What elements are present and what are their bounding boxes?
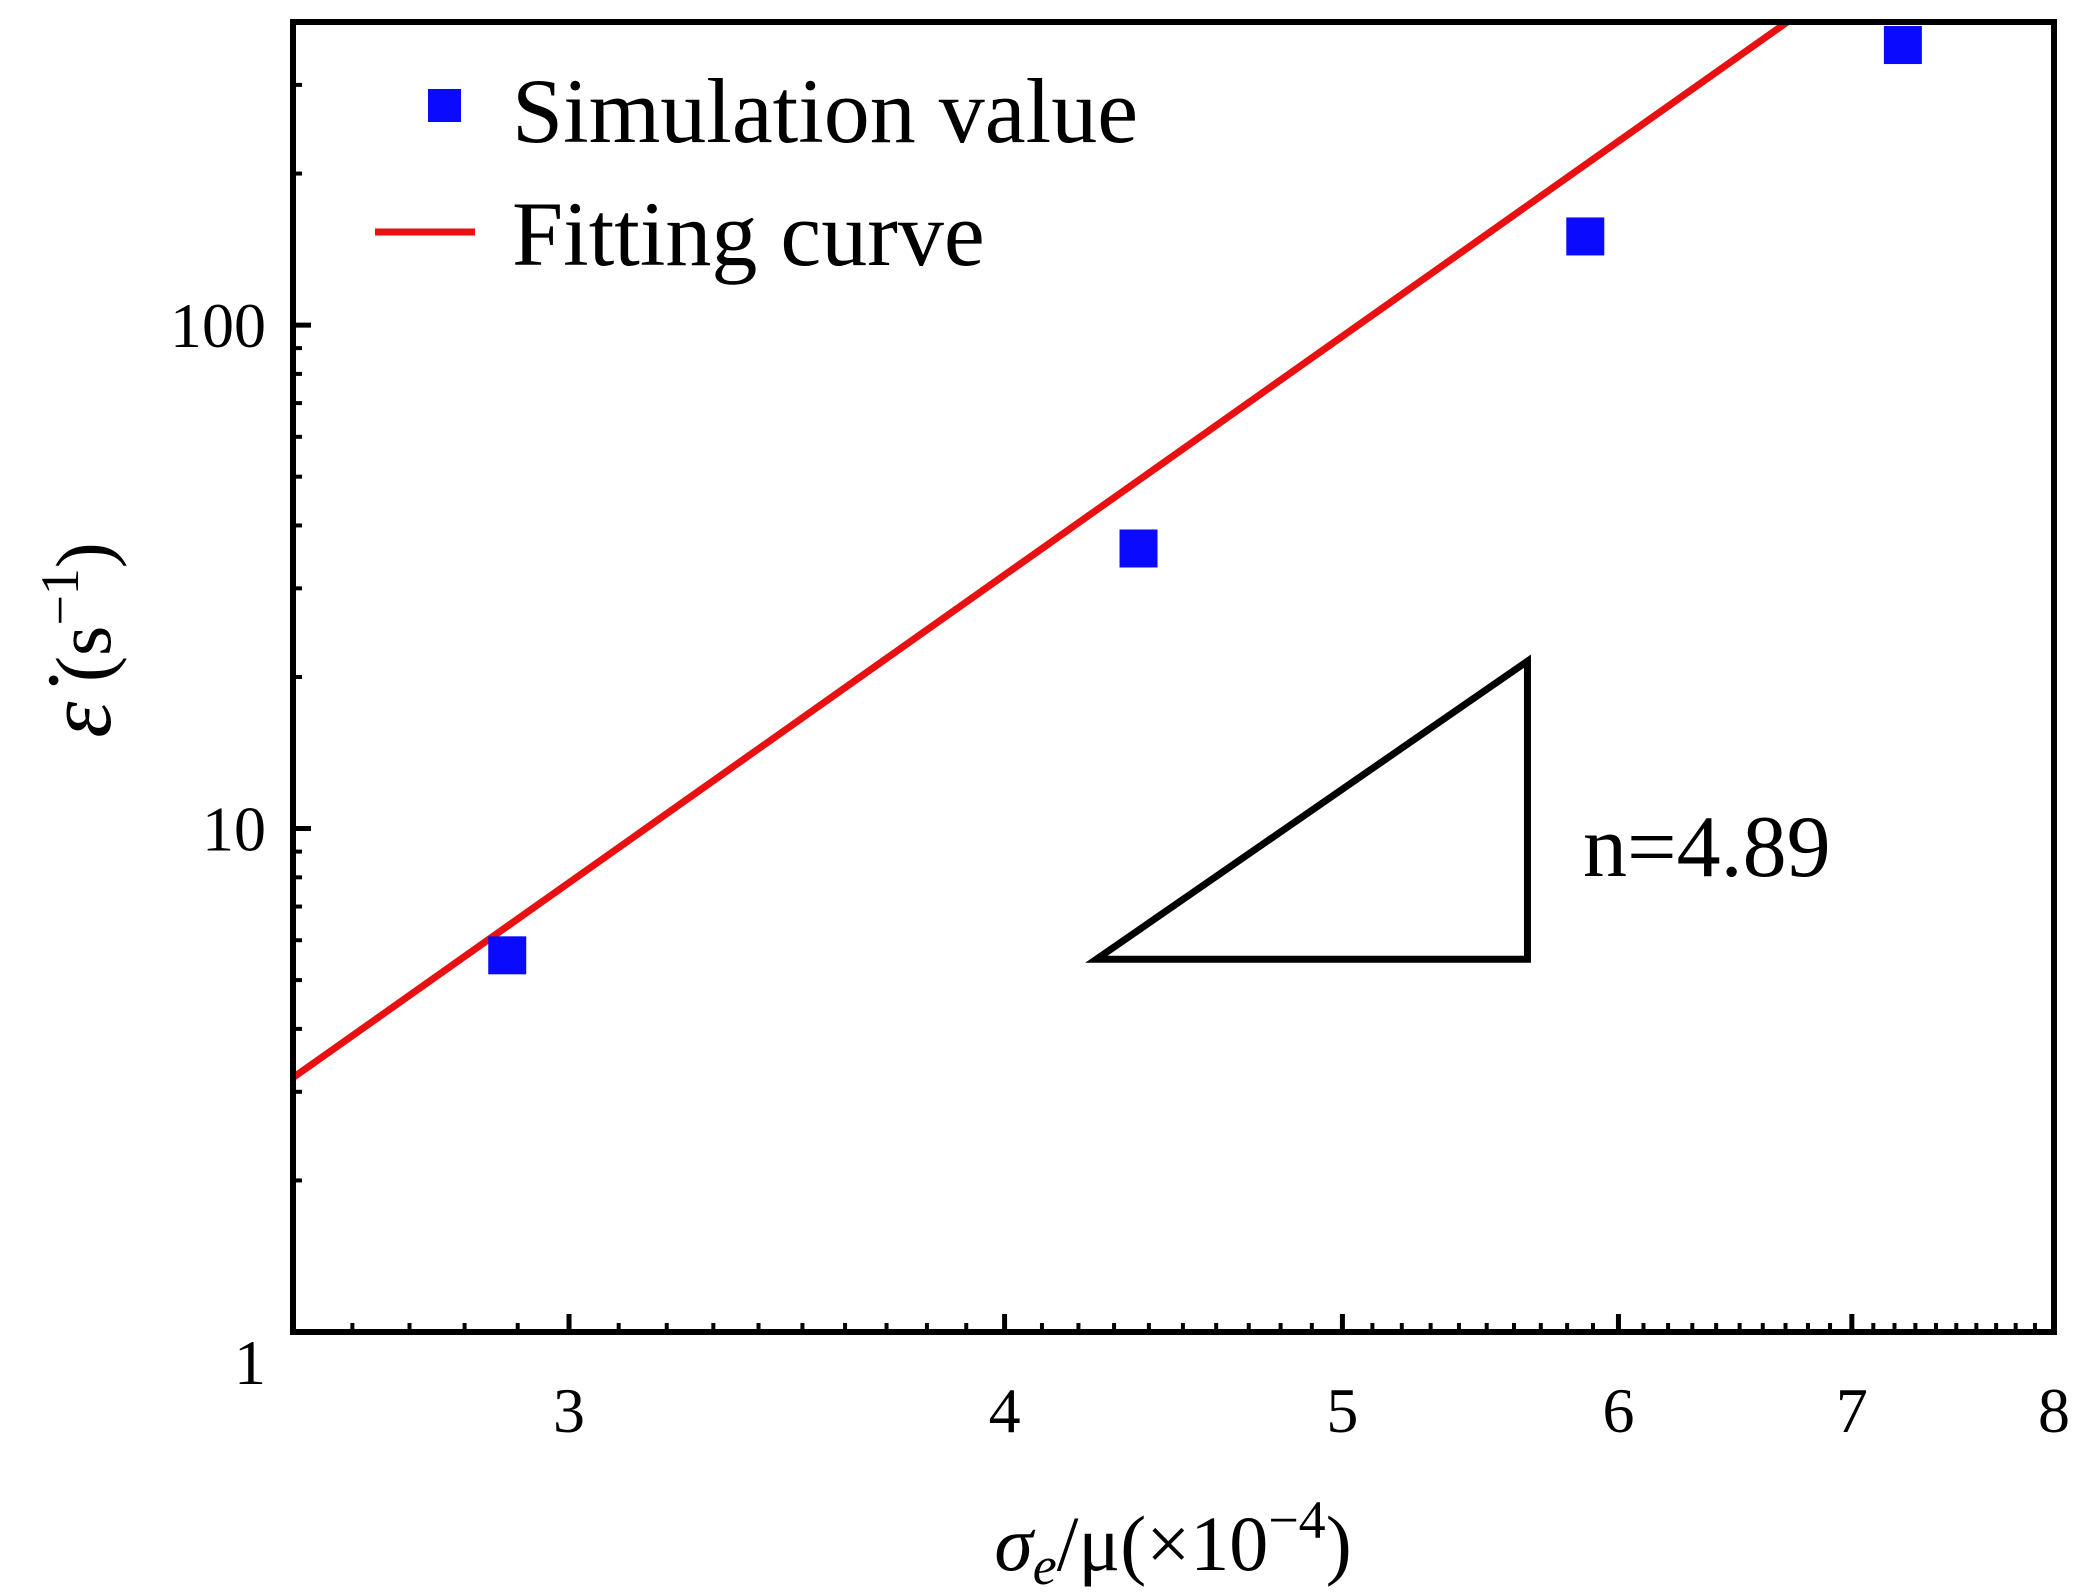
y-tick-label: 100 <box>170 290 266 361</box>
simulation-marker <box>1883 26 1922 65</box>
y-axis-title: ε̇ (s−1) <box>28 542 130 738</box>
x-axis-title-rest: /μ(×10 <box>1057 1500 1268 1587</box>
y-axis-title-close: ) <box>40 542 127 568</box>
x-tick-label: 3 <box>553 1375 585 1446</box>
x-axis-title-sigma: σ <box>994 1500 1035 1587</box>
x-tick-label: 7 <box>1836 1375 1868 1446</box>
legend-marker-simulation <box>428 89 461 122</box>
x-tick-label: 5 <box>1326 1375 1358 1446</box>
slope-annotation-label: n=4.89 <box>1583 799 1831 896</box>
tick-labels: 3 4 5 6 7 8 1 10 100 <box>170 290 2070 1446</box>
y-axis-title-superscript: −1 <box>30 568 90 625</box>
simulation-marker <box>1566 217 1605 256</box>
y-tick-label: 10 <box>202 794 266 865</box>
x-tick-label: 4 <box>989 1375 1021 1446</box>
x-tick-label: 8 <box>2038 1375 2070 1446</box>
y-tick-label: 1 <box>234 1327 266 1398</box>
legend-label-fitting: Fitting curve <box>512 183 985 285</box>
y-axis-title-unit: (s <box>40 626 127 702</box>
simulation-marker <box>1119 529 1158 568</box>
slope-triangle <box>1085 654 1531 963</box>
legend-label-simulation: Simulation value <box>512 60 1138 162</box>
x-axis-title: σe/μ(×10−4) <box>994 1490 1351 1595</box>
x-tick-label: 6 <box>1602 1375 1634 1446</box>
fitting-curve-line <box>293 22 1794 1081</box>
x-axis-title-subscript: e <box>1033 1536 1057 1595</box>
legend: Simulation value Fitting curve <box>375 60 1138 285</box>
simulation-markers <box>488 26 1922 975</box>
x-axis-title-close: ) <box>1326 1500 1352 1587</box>
simulation-marker <box>488 936 527 975</box>
plot-frame <box>290 19 2057 1335</box>
x-axis-title-superscript: −4 <box>1268 1490 1325 1550</box>
